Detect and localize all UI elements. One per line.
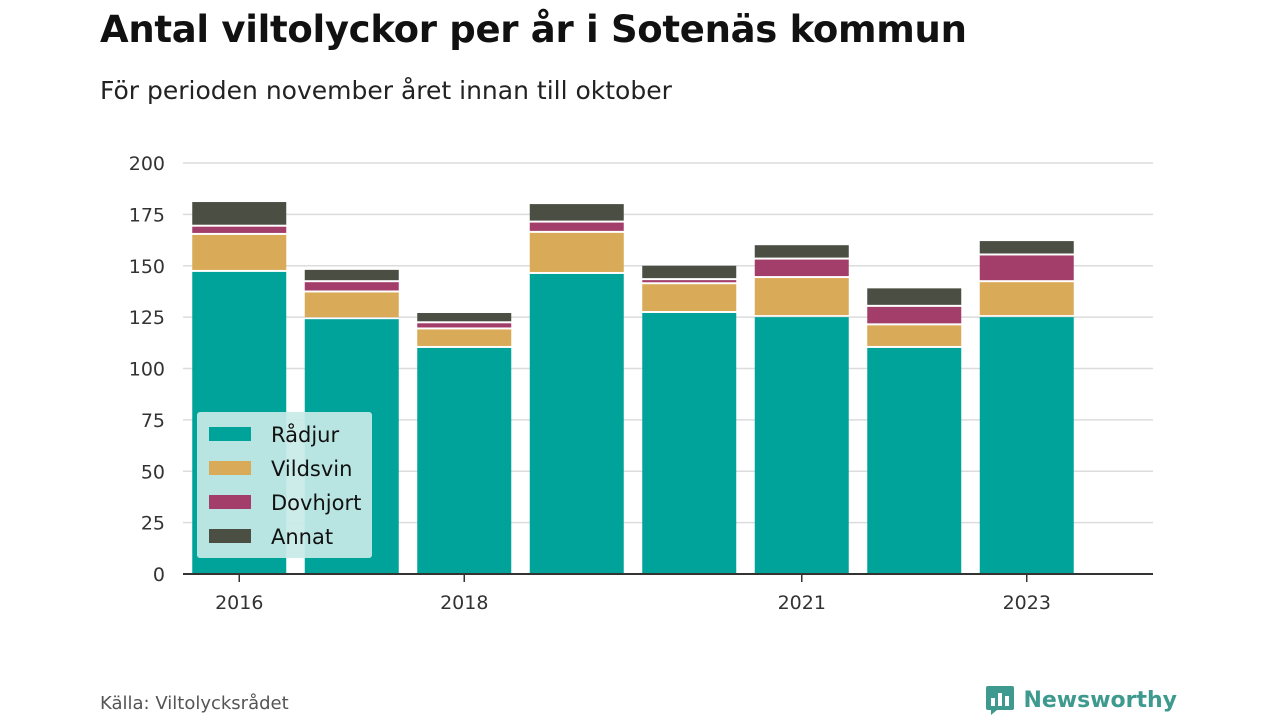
- bar-segment-dovhjort-2018: [417, 323, 512, 328]
- bar-segment-vildsvin-2020: [642, 284, 737, 312]
- bar-segment-dovhjort-2022: [867, 306, 962, 324]
- bar-segment-vildsvin-2021: [754, 278, 849, 316]
- chart-subtitle: För perioden november året innan till ok…: [100, 76, 672, 105]
- y-axis: 0 25 50 75 100 125 150 175 200: [129, 153, 165, 586]
- legend-swatch-dovhjort: [209, 495, 251, 509]
- bar-segment-vildsvin-2016: [192, 234, 287, 270]
- x-axis: 2016 2018 2021 2023: [183, 573, 1153, 614]
- bar-segment-annat-2017: [304, 269, 399, 281]
- bar-segment-vildsvin-2017: [304, 292, 399, 318]
- bar-segment-dovhjort-2021: [754, 259, 849, 277]
- chart-title: Antal viltolyckor per år i Sotenäs kommu…: [100, 8, 967, 51]
- legend-label-annat: Annat: [271, 525, 333, 549]
- legend-swatch-rådjur: [209, 427, 251, 441]
- bar-segment-annat-2019: [529, 204, 624, 221]
- bar-segment-rådjur-2021: [754, 317, 849, 574]
- newsworthy-logo-icon: [986, 686, 1015, 715]
- x-tick-label: 2021: [778, 592, 826, 614]
- legend-box: [197, 412, 372, 558]
- bar-segment-dovhjort-2016: [192, 226, 287, 233]
- bar-segment-rådjur-2019: [529, 273, 624, 574]
- bar-segment-annat-2016: [192, 202, 287, 225]
- y-tick-label: 50: [141, 461, 165, 483]
- source-note: Källa: Viltolycksrådet: [100, 693, 289, 714]
- bar-segment-dovhjort-2017: [304, 282, 399, 291]
- bar-segment-annat-2022: [867, 288, 962, 305]
- y-tick-label: 150: [129, 256, 165, 278]
- bar-segment-vildsvin-2018: [417, 329, 512, 346]
- bar-segment-rådjur-2020: [642, 313, 737, 574]
- y-tick-label: 75: [141, 410, 165, 432]
- x-tick-label: 2016: [215, 592, 263, 614]
- bar-segment-annat-2021: [754, 245, 849, 258]
- legend: Rådjur Vildsvin Dovhjort Annat: [197, 412, 372, 558]
- y-tick-label: 175: [129, 204, 165, 226]
- legend-label-dovhjort: Dovhjort: [271, 491, 361, 515]
- bar-segment-annat-2020: [642, 265, 737, 279]
- bar-segment-vildsvin-2022: [867, 325, 962, 346]
- y-tick-label: 125: [129, 307, 165, 329]
- brand-logo: Newsworthy: [985, 684, 1177, 716]
- bar-segment-vildsvin-2019: [529, 232, 624, 272]
- bar-segment-rådjur-2018: [417, 347, 512, 574]
- bar-segment-dovhjort-2023: [979, 255, 1074, 281]
- legend-swatch-annat: [209, 529, 251, 543]
- y-tick-label: 0: [153, 564, 165, 586]
- bar-segment-rådjur-2023: [979, 317, 1074, 574]
- legend-label-rådjur: Rådjur: [271, 422, 339, 447]
- legend-swatch-vildsvin: [209, 461, 251, 475]
- y-tick-label: 200: [129, 153, 165, 175]
- bar-segment-dovhjort-2019: [529, 222, 624, 231]
- bar-segment-annat-2023: [979, 241, 1074, 254]
- bar-segment-dovhjort-2020: [642, 280, 737, 283]
- bar-segment-vildsvin-2023: [979, 282, 1074, 316]
- x-tick-label: 2023: [1003, 592, 1051, 614]
- bar-segment-annat-2018: [417, 313, 512, 322]
- bar-segment-rådjur-2022: [867, 347, 962, 574]
- y-tick-label: 100: [129, 359, 165, 381]
- x-tick-label: 2018: [440, 592, 488, 614]
- y-tick-label: 25: [141, 513, 165, 535]
- brand-name: Newsworthy: [1023, 687, 1177, 713]
- legend-label-vildsvin: Vildsvin: [271, 457, 352, 481]
